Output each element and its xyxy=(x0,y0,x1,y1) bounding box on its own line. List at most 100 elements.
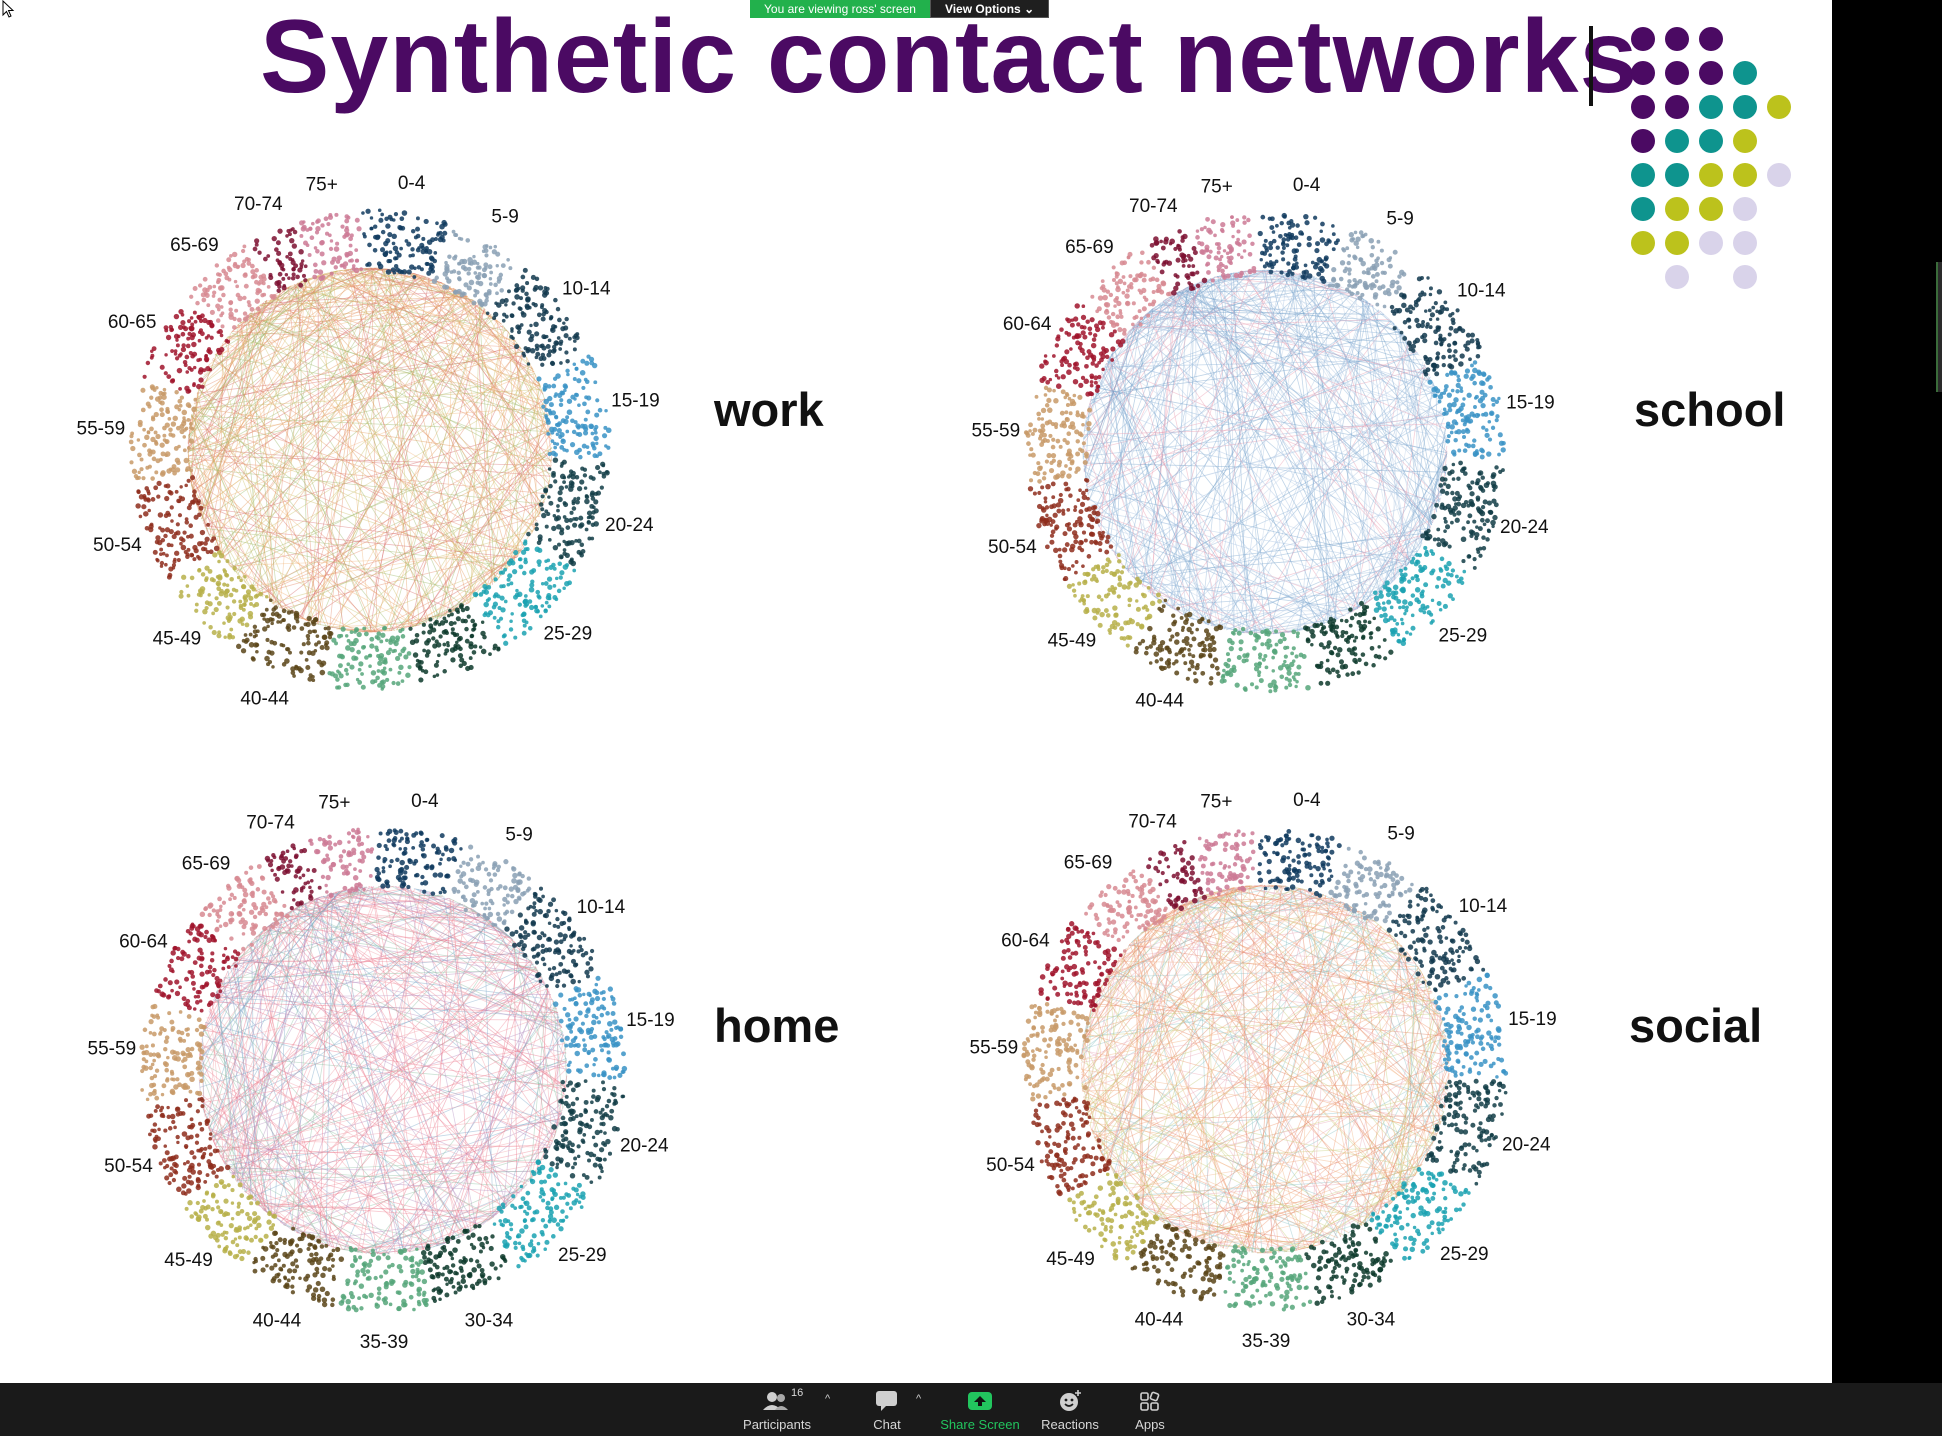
contact-line xyxy=(1155,273,1302,308)
node-dot xyxy=(557,392,563,398)
contact-line xyxy=(1208,273,1301,626)
contact-line xyxy=(1097,378,1268,635)
node-dot xyxy=(291,243,298,249)
node-dot xyxy=(584,527,589,532)
contact-line xyxy=(222,279,306,343)
node-dot xyxy=(1474,412,1480,419)
contact-line xyxy=(272,922,479,1228)
node-dot xyxy=(242,316,249,322)
node-dot xyxy=(361,645,366,650)
contact-line xyxy=(330,893,443,897)
contact-line xyxy=(1157,291,1353,306)
node-dot xyxy=(197,283,203,288)
node-dot xyxy=(1447,593,1453,599)
node-dot xyxy=(1423,356,1429,362)
node-dot xyxy=(206,334,211,338)
node-dot xyxy=(388,258,393,264)
contact-line xyxy=(1187,278,1323,288)
node-dot xyxy=(571,506,577,511)
contact-line xyxy=(236,325,264,598)
node-dot xyxy=(1113,297,1119,303)
contact-line xyxy=(1089,272,1234,403)
node-dot xyxy=(1443,300,1448,305)
node-dot xyxy=(1453,438,1458,443)
node-dot xyxy=(1478,553,1483,558)
node-dot xyxy=(1392,627,1398,633)
node-dot xyxy=(564,316,569,322)
age-label: 20-24 xyxy=(605,515,654,536)
node-dot xyxy=(471,627,476,632)
node-dot xyxy=(1104,549,1110,555)
contact-line xyxy=(316,898,378,1254)
node-dot xyxy=(316,640,321,645)
contact-line xyxy=(258,885,380,1207)
node-dot xyxy=(148,523,154,529)
node-dot xyxy=(1319,629,1324,634)
contact-line xyxy=(443,896,502,1212)
node-dot xyxy=(573,420,578,425)
node-dot xyxy=(1397,274,1402,279)
contact-line xyxy=(214,293,464,356)
node-dot xyxy=(326,626,331,631)
node-dot xyxy=(1396,285,1402,291)
node-dot xyxy=(1318,664,1324,670)
node-dot xyxy=(1225,273,1231,279)
node-dot xyxy=(1401,271,1407,277)
node-dot xyxy=(1052,354,1056,358)
contact-line xyxy=(220,951,525,984)
node-dot xyxy=(212,552,218,558)
node-dot xyxy=(128,439,134,445)
node-dot xyxy=(442,642,447,647)
contact-line xyxy=(1104,359,1422,368)
contact-line xyxy=(226,295,468,339)
network-home-chart: 0-45-910-1415-1920-2425-2930-3435-3940-4… xyxy=(88,791,675,1353)
node-dot xyxy=(1351,647,1355,651)
contact-line xyxy=(536,1106,564,1171)
node-dot xyxy=(1451,597,1455,602)
node-dot xyxy=(552,457,559,463)
contact-line xyxy=(1284,270,1355,295)
node-dot xyxy=(144,525,150,531)
node-dot xyxy=(150,353,155,358)
node-dot xyxy=(181,343,186,348)
contact-line xyxy=(371,267,510,568)
contact-line xyxy=(1083,270,1253,440)
node-dot xyxy=(1036,461,1041,466)
node-dot xyxy=(1474,481,1479,486)
contact-line xyxy=(197,306,483,511)
node-dot xyxy=(565,415,570,420)
node-dot xyxy=(1179,616,1184,620)
node-dot xyxy=(1445,438,1451,444)
node-dot xyxy=(173,349,178,353)
node-dot xyxy=(244,622,250,628)
contact-line xyxy=(1084,425,1239,633)
node-dot xyxy=(1190,622,1195,627)
contact-line xyxy=(1273,270,1420,549)
contact-line xyxy=(1366,300,1410,563)
node-dot xyxy=(433,237,438,241)
node-dot xyxy=(605,427,612,434)
contact-line xyxy=(234,420,550,573)
node-dot xyxy=(165,334,172,341)
node-dot xyxy=(1296,672,1301,676)
contact-line xyxy=(211,1001,558,1014)
node-dot xyxy=(459,292,465,298)
contact-line xyxy=(230,1172,521,1194)
node-dot xyxy=(1067,362,1072,368)
node-dot xyxy=(382,859,386,864)
contact-line xyxy=(1291,545,1422,633)
node-dot xyxy=(1044,505,1050,510)
contact-line xyxy=(1095,281,1331,520)
node-dot xyxy=(165,483,171,489)
contact-line xyxy=(396,1216,495,1254)
node-dot xyxy=(540,316,546,322)
node-dot xyxy=(1410,576,1415,581)
node-dot xyxy=(1349,615,1355,621)
node-dot xyxy=(219,313,224,318)
node-dot xyxy=(228,592,234,598)
contact-line xyxy=(328,346,521,628)
contact-line xyxy=(292,909,440,1246)
node-dot xyxy=(429,256,435,262)
node-dot xyxy=(254,238,260,244)
contact-line xyxy=(1152,594,1185,616)
